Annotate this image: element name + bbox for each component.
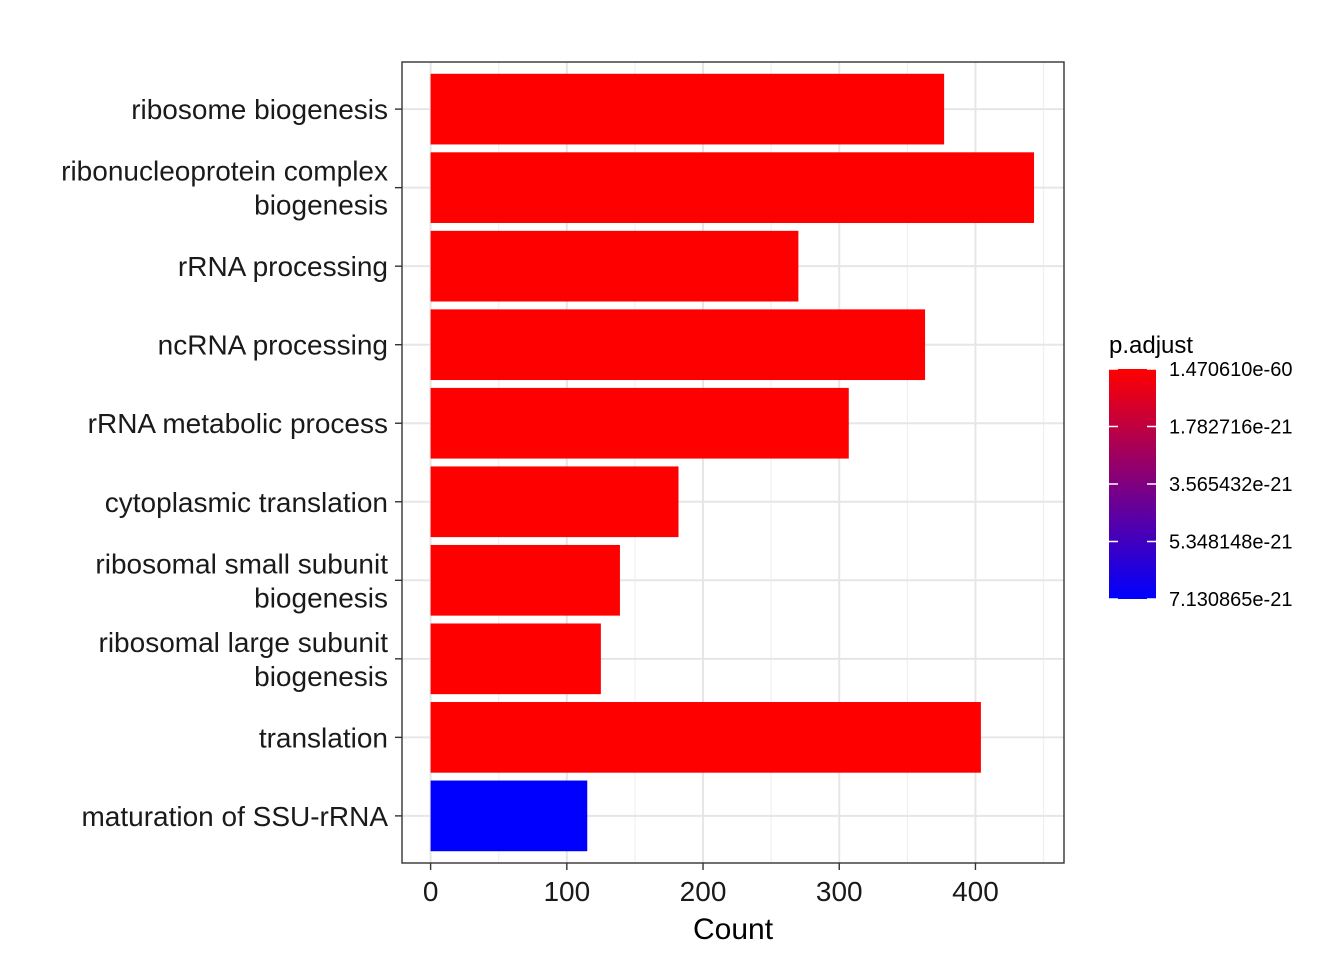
bar: [430, 780, 588, 852]
bar: [430, 544, 620, 616]
x-tick-label: 100: [543, 876, 590, 907]
bar: [430, 230, 799, 302]
x-tick-label: 0: [423, 876, 439, 907]
bar: [430, 466, 679, 538]
bar: [430, 623, 601, 695]
x-tick-label: 400: [952, 876, 999, 907]
bars: [430, 73, 1035, 852]
y-tick-label: ribosome biogenesis: [131, 94, 388, 125]
x-tick-label: 300: [816, 876, 863, 907]
legend-label: 7.130865e-21: [1169, 589, 1292, 611]
y-tick-label: rRNA metabolic process: [88, 408, 388, 439]
bar: [430, 387, 849, 459]
x-axis-title: Count: [693, 913, 774, 946]
y-tick-label: cytoplasmic translation: [105, 487, 388, 518]
legend-label: 5.348148e-21: [1169, 532, 1292, 554]
x-axis: 0 100 200 300 400: [423, 863, 999, 907]
bar: [430, 73, 945, 145]
x-tick-label: 200: [680, 876, 727, 907]
bar: [430, 309, 926, 381]
y-tick-label: translation: [259, 722, 388, 753]
y-tick-label: rRNA processing: [178, 251, 388, 282]
legend: p.adjust 1.470610e-60 1.782716e-21 3.56543…: [1109, 332, 1292, 611]
plot-border: [401, 61, 1065, 864]
y-tick-label: ribonucleoprotein complex biogenesis: [61, 156, 388, 221]
y-axis: ribosome biogenesis ribonucleoprotein com…: [61, 94, 402, 832]
legend-label: 1.782716e-21: [1169, 417, 1292, 439]
y-tick-label: ribosomal large subunit biogenesis: [99, 627, 389, 692]
y-tick-label: maturation of SSU-rRNA: [81, 801, 388, 832]
bar: [430, 702, 981, 773]
bar: [430, 152, 1035, 223]
legend-ticks: 1.470610e-60 1.782716e-21 3.565432e-21 5.34…: [1109, 359, 1292, 611]
y-tick-label: ribosomal small subunit biogenesis: [95, 548, 388, 613]
legend-title: p.adjust: [1109, 332, 1193, 359]
legend-label: 3.565432e-21: [1169, 474, 1292, 496]
y-tick-label: ncRNA processing: [158, 330, 388, 361]
legend-label: 1.470610e-60: [1169, 359, 1292, 381]
